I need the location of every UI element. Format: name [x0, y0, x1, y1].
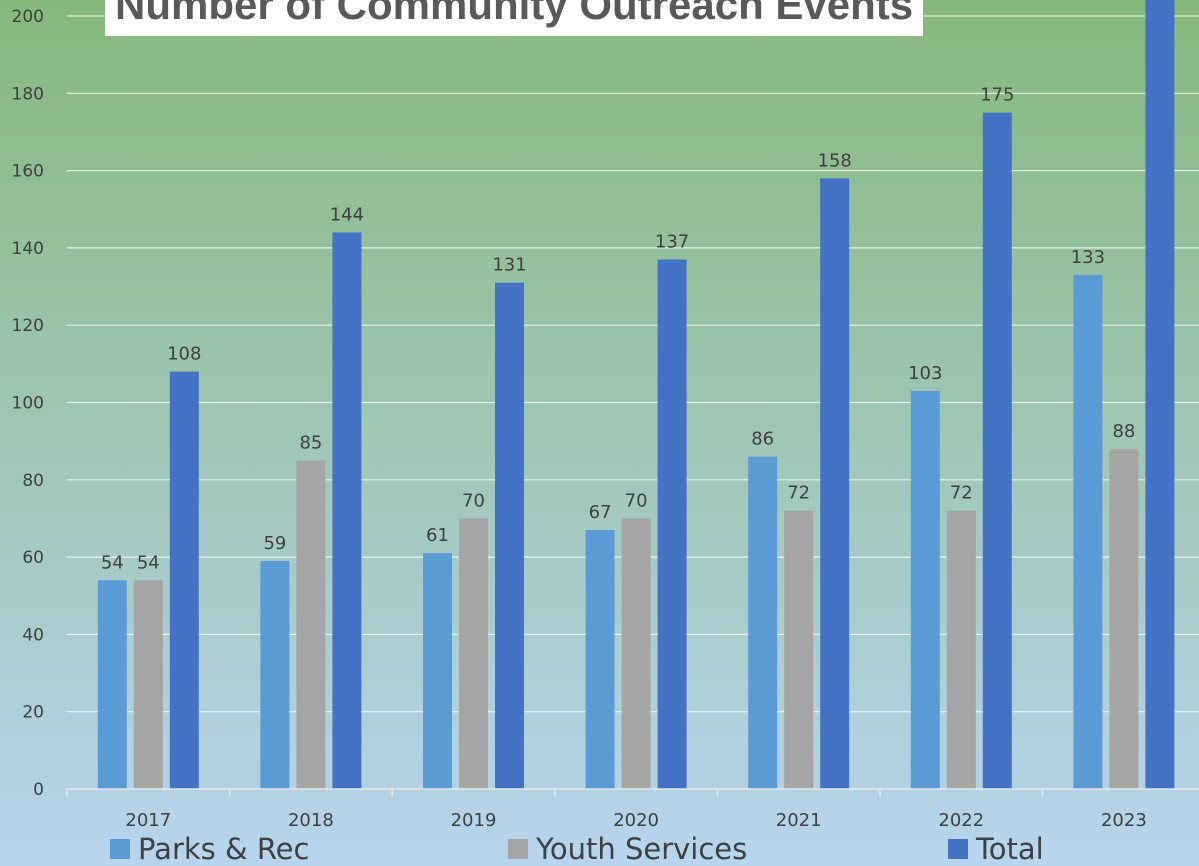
bar: [1145, 0, 1175, 789]
data-label: 70: [625, 490, 648, 511]
bar: [784, 510, 814, 789]
x-tick-label: 2017: [125, 810, 171, 831]
x-tick-label: 2021: [776, 810, 822, 831]
data-label: 59: [263, 533, 286, 554]
data-label: 175: [980, 85, 1014, 106]
data-label: 108: [167, 344, 201, 365]
bar: [820, 178, 850, 789]
bar: [1073, 274, 1103, 790]
legend-label: Total: [976, 832, 1044, 866]
data-label: 67: [589, 502, 612, 523]
bar: [946, 510, 976, 789]
bar: [585, 530, 615, 789]
data-label: 72: [787, 483, 810, 504]
x-tick-label: 2022: [938, 810, 984, 831]
bar: [459, 518, 488, 789]
data-label: 88: [1112, 421, 1135, 442]
bar: [910, 390, 940, 789]
legend-swatch: [948, 839, 968, 859]
data-label: 137: [655, 231, 689, 252]
y-tick-label: 160: [12, 162, 44, 182]
bar: [982, 112, 1012, 789]
y-tick-label: 180: [12, 84, 44, 104]
data-label: 72: [950, 483, 973, 504]
bar: [423, 553, 452, 789]
legend-item: Parks & Rec: [110, 832, 309, 866]
y-tick-label: 140: [12, 239, 44, 259]
data-label: 85: [299, 432, 322, 453]
data-label: 133: [1071, 247, 1105, 268]
bar: [169, 371, 199, 789]
x-tick-label: 2018: [288, 810, 334, 831]
data-label: 144: [330, 204, 364, 225]
legend-swatch: [508, 839, 528, 859]
axes: 0 20 40 60 80 100 120 140 160 180 200 2017 2018 2019 2…: [12, 7, 1199, 831]
bar: [296, 460, 326, 789]
y-tick-label: 200: [12, 7, 44, 27]
bar: [657, 259, 687, 789]
y-tick-label: 120: [12, 316, 44, 336]
data-label: 131: [492, 255, 526, 276]
bar: [332, 232, 362, 789]
legend-label: Parks & Rec: [138, 832, 310, 866]
bar: [621, 518, 651, 789]
bar: [97, 580, 127, 789]
data-label: 70: [462, 490, 485, 511]
data-labels: 54 54 108 59 85 144 61 70 131 67 70 137 86 72 158 103 72…: [101, 85, 1136, 574]
x-tick-label: 2019: [451, 810, 497, 831]
y-tick-label: 80: [22, 471, 44, 491]
y-tick-label: 100: [12, 394, 44, 414]
legend-label: Youth Services: [536, 832, 748, 866]
legend-item: Youth Services: [508, 832, 747, 866]
bar: [133, 580, 163, 789]
legend: Parks & Rec Youth Services Total: [0, 832, 1199, 866]
y-tick-label: 40: [22, 625, 44, 645]
bar: [748, 456, 778, 789]
data-label: 54: [101, 552, 124, 573]
data-label: 54: [137, 552, 160, 573]
chart-title: Number of Community Outreach Events: [105, 0, 924, 36]
data-label: 61: [426, 525, 449, 546]
legend-swatch: [110, 839, 130, 859]
y-tick-label: 0: [33, 780, 44, 800]
data-label: 158: [818, 150, 852, 171]
bar: [260, 560, 290, 789]
y-tick-label: 60: [22, 548, 44, 568]
bar: [495, 282, 524, 789]
data-label: 86: [751, 429, 774, 450]
x-tick-label: 2023: [1101, 810, 1147, 831]
y-tick-label: 20: [22, 703, 44, 723]
bar: [1109, 448, 1139, 789]
data-label: 103: [908, 363, 942, 384]
legend-item: Total: [948, 832, 1044, 866]
x-tick-label: 2020: [613, 810, 659, 831]
bars: [97, 0, 1175, 790]
